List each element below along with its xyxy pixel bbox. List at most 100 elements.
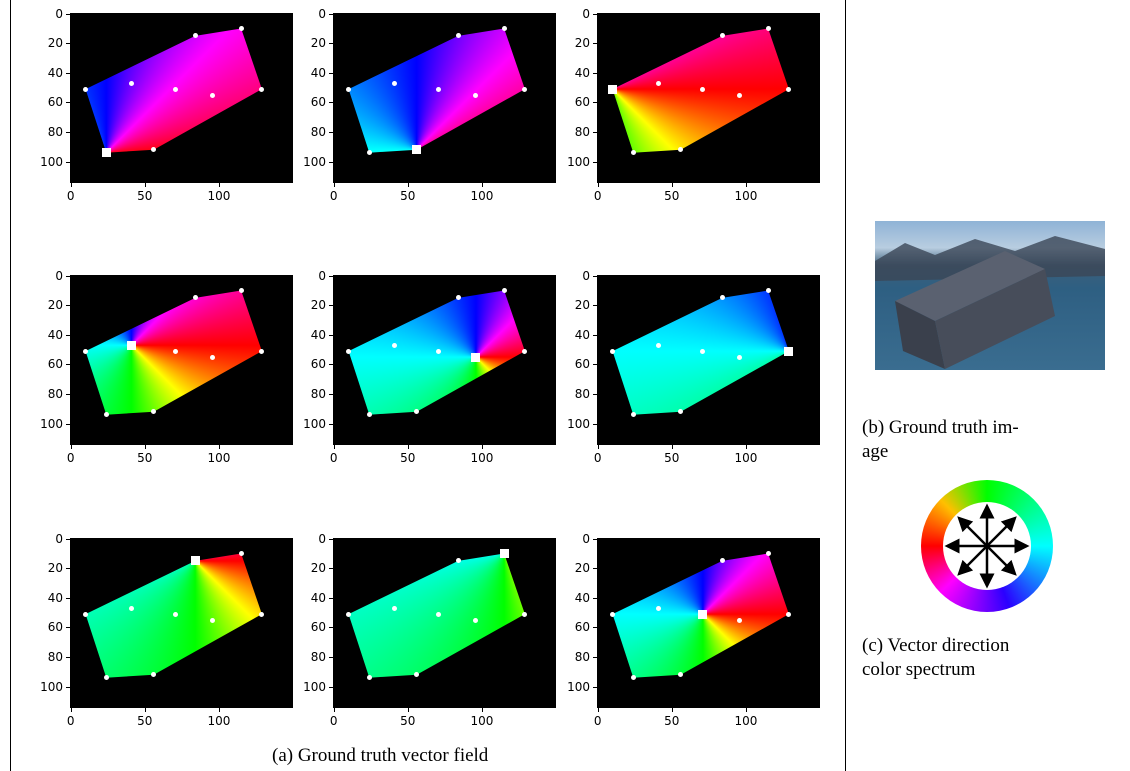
y-tick	[329, 73, 333, 74]
y-tick-label: 100	[557, 417, 590, 431]
x-tick-label: 100	[462, 714, 502, 728]
x-tick	[408, 708, 409, 712]
keypoint	[656, 343, 661, 348]
y-tick-label: 100	[30, 417, 63, 431]
y-tick-label: 60	[293, 620, 326, 634]
anchor-keypoint	[191, 556, 200, 565]
keypoint	[367, 675, 372, 680]
x-tick	[482, 183, 483, 187]
y-tick	[593, 132, 597, 133]
y-tick	[329, 276, 333, 277]
y-tick	[66, 598, 70, 599]
y-tick	[329, 335, 333, 336]
y-tick	[329, 305, 333, 306]
y-tick	[329, 424, 333, 425]
y-tick	[329, 394, 333, 395]
y-tick	[329, 162, 333, 163]
y-tick	[66, 102, 70, 103]
vector-field-plot	[597, 13, 820, 183]
y-tick	[329, 102, 333, 103]
vector-field-plot	[70, 275, 293, 445]
keypoint	[83, 87, 88, 92]
keypoint	[502, 26, 507, 31]
y-tick-label: 60	[557, 95, 590, 109]
y-tick	[593, 102, 597, 103]
x-tick-label: 0	[578, 451, 618, 465]
y-tick-label: 20	[30, 36, 63, 50]
x-tick	[219, 183, 220, 187]
keypoint	[656, 81, 661, 86]
y-tick	[329, 627, 333, 628]
y-tick	[329, 687, 333, 688]
x-tick-label: 0	[51, 714, 91, 728]
x-tick	[746, 183, 747, 187]
vector-field-plot	[333, 538, 556, 708]
keypoint	[522, 87, 527, 92]
y-tick-label: 0	[30, 269, 63, 283]
y-tick-label: 80	[557, 650, 590, 664]
anchor-keypoint	[127, 341, 136, 350]
y-tick-label: 0	[557, 7, 590, 21]
vector-field	[597, 275, 820, 445]
caption-b-1: (b) Ground truth im-	[862, 416, 1019, 440]
y-tick-label: 0	[30, 7, 63, 21]
x-tick-label: 50	[125, 189, 165, 203]
keypoint	[239, 551, 244, 556]
y-tick	[66, 305, 70, 306]
keypoint	[392, 606, 397, 611]
y-tick	[593, 14, 597, 15]
keypoint	[151, 147, 156, 152]
y-tick-label: 20	[557, 36, 590, 50]
ground-truth-image	[875, 221, 1105, 370]
y-tick	[329, 43, 333, 44]
divider-left	[10, 0, 11, 771]
y-tick-label: 80	[293, 125, 326, 139]
y-tick-label: 20	[293, 36, 326, 50]
keypoint	[631, 412, 636, 417]
y-tick	[329, 657, 333, 658]
x-tick-label: 50	[388, 189, 428, 203]
y-tick-label: 40	[557, 328, 590, 342]
arrows	[947, 506, 1027, 586]
x-tick-label: 50	[652, 714, 692, 728]
x-tick-label: 50	[388, 714, 428, 728]
keypoint	[239, 26, 244, 31]
x-tick	[482, 445, 483, 449]
y-tick	[66, 14, 70, 15]
y-tick-label: 60	[30, 95, 63, 109]
y-tick-label: 20	[557, 298, 590, 312]
x-tick	[71, 445, 72, 449]
vector-field	[70, 538, 293, 708]
y-tick-label: 100	[557, 680, 590, 694]
y-tick-label: 80	[293, 650, 326, 664]
y-tick	[66, 657, 70, 658]
keypoint	[259, 349, 264, 354]
keypoint	[631, 150, 636, 155]
vector-field	[70, 275, 293, 445]
x-tick	[145, 183, 146, 187]
keypoint	[631, 675, 636, 680]
x-tick	[219, 708, 220, 712]
x-tick	[408, 183, 409, 187]
y-tick-label: 40	[30, 328, 63, 342]
keypoint	[610, 612, 615, 617]
x-tick	[145, 445, 146, 449]
keypoint	[502, 288, 507, 293]
x-tick	[598, 183, 599, 187]
keypoint	[151, 672, 156, 677]
keypoint	[678, 672, 683, 677]
anchor-keypoint	[500, 549, 509, 558]
x-tick-label: 100	[199, 451, 239, 465]
vector-field	[70, 13, 293, 183]
y-tick	[66, 43, 70, 44]
keypoint	[522, 612, 527, 617]
y-tick	[593, 657, 597, 658]
x-tick-label: 100	[726, 714, 766, 728]
y-tick	[66, 162, 70, 163]
keypoint	[766, 551, 771, 556]
keypoint	[346, 612, 351, 617]
anchor-keypoint	[471, 353, 480, 362]
vector-field-plot	[70, 538, 293, 708]
caption-b-2: age	[862, 440, 888, 464]
x-tick	[334, 708, 335, 712]
